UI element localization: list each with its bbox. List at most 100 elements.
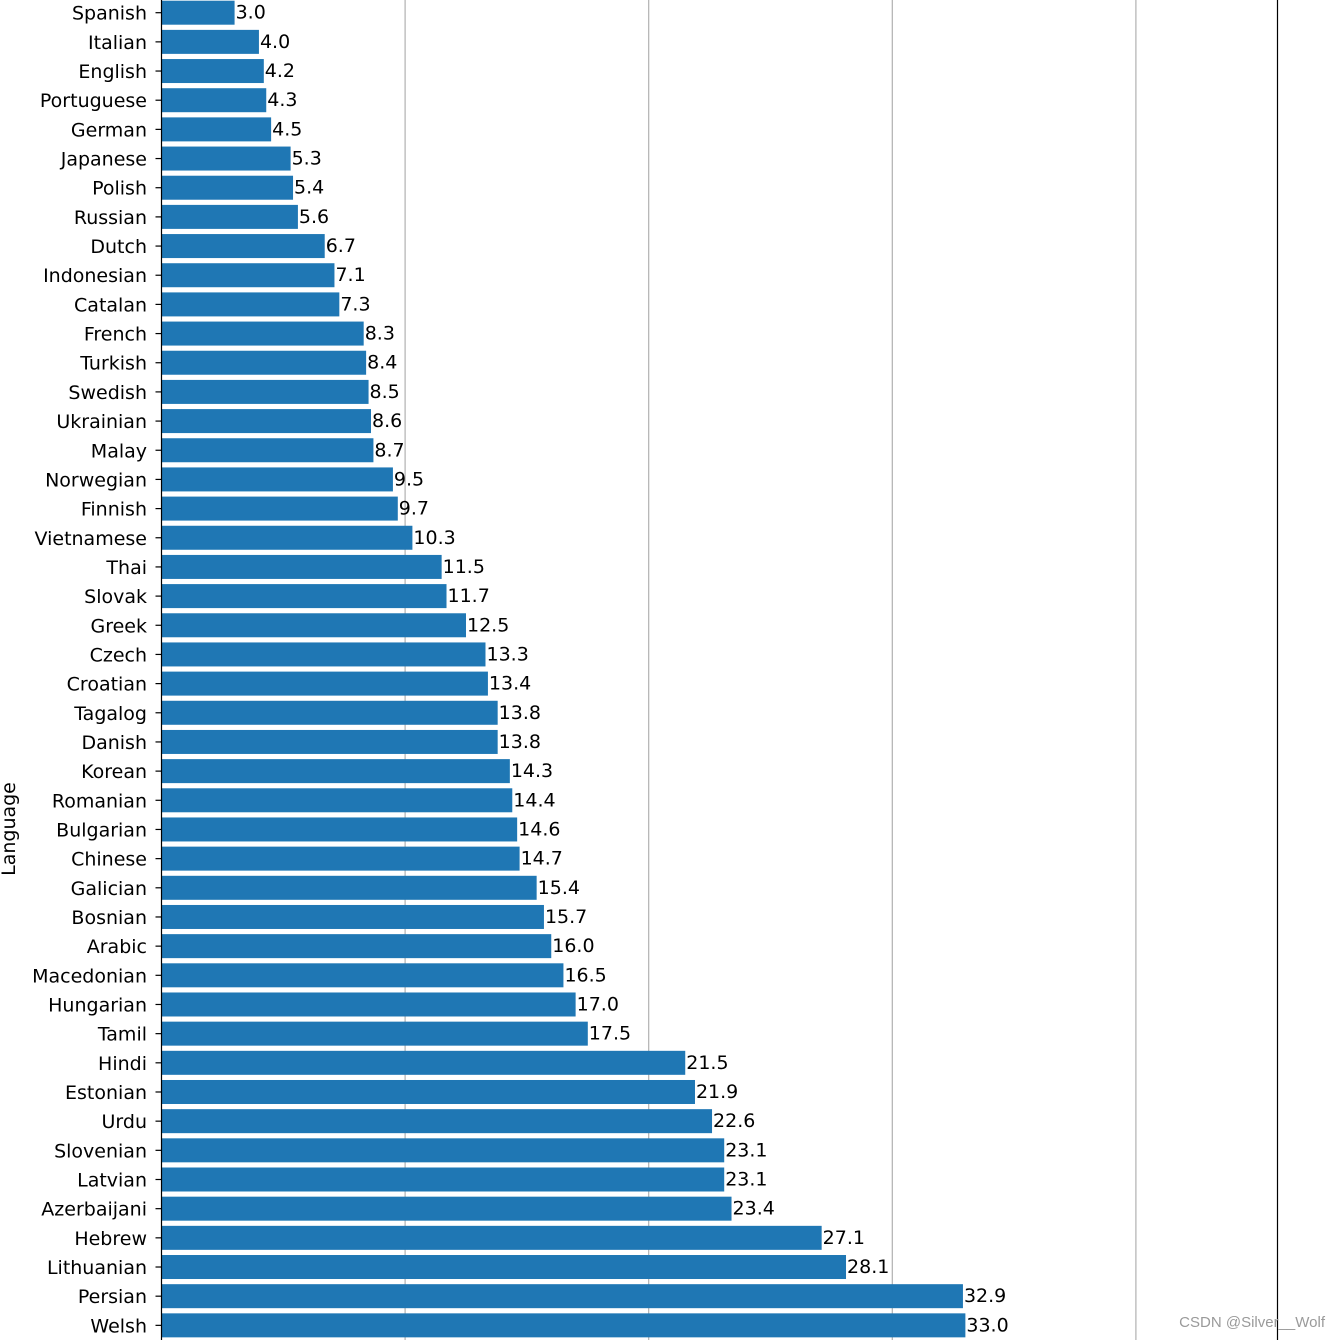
bar-persian	[161, 1284, 963, 1309]
bar-hindi	[161, 1050, 686, 1075]
bar-norwegian	[161, 467, 393, 492]
value-label-vietnamese: 10.3	[413, 527, 455, 549]
category-label-greek: Greek	[91, 615, 148, 637]
watermark: CSDN @Silver__Wolf	[1179, 1314, 1326, 1331]
value-label-korean: 14.3	[511, 760, 553, 782]
category-label-malay: Malay	[91, 440, 147, 462]
value-label-romanian: 14.4	[513, 789, 555, 811]
category-label-thai: Thai	[105, 557, 147, 579]
bar-ukrainian	[161, 409, 371, 434]
category-label-hungarian: Hungarian	[48, 994, 147, 1016]
bar-german	[161, 117, 272, 142]
bar-tamil	[161, 1021, 588, 1046]
bar-polish	[161, 175, 294, 200]
value-label-finnish: 9.7	[399, 498, 429, 520]
bar-slovak	[161, 584, 447, 609]
bar-slovenian	[161, 1138, 725, 1163]
value-label-malay: 8.7	[374, 439, 404, 461]
value-label-ukrainian: 8.6	[372, 410, 402, 432]
category-labels: Spanish Italian English Portuguese German Jap…	[32, 3, 147, 1338]
category-label-azerbaijani: Azerbaijani	[41, 1199, 147, 1221]
axes	[160, 0, 1279, 1340]
value-label-french: 8.3	[365, 323, 395, 345]
bar-arabic	[161, 934, 552, 959]
bar-galician	[161, 875, 537, 900]
value-label-spanish: 3.0	[236, 2, 266, 24]
value-label-slovenian: 23.1	[725, 1139, 767, 1161]
value-label-thai: 11.5	[443, 556, 485, 578]
value-label-dutch: 6.7	[326, 235, 356, 257]
bar-french	[161, 321, 364, 346]
bar-hungarian	[161, 992, 576, 1017]
category-label-russian: Russian	[74, 207, 147, 229]
value-label-norwegian: 9.5	[394, 468, 424, 490]
value-label-greek: 12.5	[467, 614, 509, 636]
category-label-hindi: Hindi	[98, 1053, 147, 1075]
category-label-latvian: Latvian	[77, 1170, 147, 1192]
value-label-persian: 32.9	[964, 1285, 1006, 1307]
category-label-slovak: Slovak	[84, 586, 147, 608]
category-label-turkish: Turkish	[79, 353, 147, 375]
category-label-tagalog: Tagalog	[73, 703, 147, 725]
category-label-portuguese: Portuguese	[40, 90, 147, 112]
category-label-polish: Polish	[92, 178, 147, 200]
bar-finnish	[161, 496, 398, 521]
category-label-urdu: Urdu	[102, 1111, 148, 1133]
bar-spanish	[161, 0, 235, 25]
value-label-swedish: 8.5	[370, 381, 400, 403]
bar-azerbaijani	[161, 1196, 732, 1221]
category-label-vietnamese: Vietnamese	[35, 528, 147, 550]
category-label-korean: Korean	[81, 761, 147, 783]
category-label-czech: Czech	[90, 644, 147, 666]
value-label-japanese: 5.3	[292, 148, 322, 170]
category-label-spanish: Spanish	[72, 3, 147, 25]
bar-swedish	[161, 379, 369, 404]
category-label-lithuanian: Lithuanian	[47, 1257, 147, 1279]
value-label-estonian: 21.9	[696, 1081, 738, 1103]
value-label-italian: 4.0	[260, 31, 290, 53]
bar-bosnian	[161, 904, 544, 929]
category-label-croatian: Croatian	[67, 674, 147, 696]
category-label-french: French	[84, 324, 147, 346]
category-label-italian: Italian	[88, 32, 147, 54]
bar-catalan	[161, 292, 340, 317]
category-label-macedonian: Macedonian	[32, 965, 147, 987]
bar-vietnamese	[161, 525, 413, 550]
category-label-indonesian: Indonesian	[43, 265, 147, 287]
value-label-bosnian: 15.7	[545, 906, 587, 928]
category-label-catalan: Catalan	[74, 294, 147, 316]
bar-portuguese	[161, 88, 267, 113]
value-label-macedonian: 16.5	[564, 964, 606, 986]
category-label-norwegian: Norwegian	[45, 469, 147, 491]
value-label-azerbaijani: 23.4	[733, 1198, 775, 1220]
category-label-bulgarian: Bulgarian	[56, 819, 147, 841]
value-label-tagalog: 13.8	[499, 702, 541, 724]
value-label-english: 4.2	[265, 60, 295, 82]
bars	[161, 0, 966, 1338]
category-label-welsh: Welsh	[90, 1315, 147, 1337]
value-label-turkish: 8.4	[367, 352, 397, 374]
bar-urdu	[161, 1109, 713, 1134]
bar-turkish	[161, 350, 367, 375]
category-label-english: English	[78, 61, 147, 83]
value-label-czech: 13.3	[486, 643, 528, 665]
value-label-hebrew: 27.1	[823, 1227, 865, 1249]
value-label-hungarian: 17.0	[577, 993, 619, 1015]
bar-italian	[161, 29, 259, 54]
value-label-indonesian: 7.1	[335, 264, 365, 286]
category-label-hebrew: Hebrew	[74, 1228, 147, 1250]
value-label-german: 4.5	[272, 118, 302, 140]
y-ticks	[155, 12, 162, 1326]
category-label-estonian: Estonian	[65, 1082, 147, 1104]
category-label-arabic: Arabic	[87, 936, 147, 958]
bar-tagalog	[161, 700, 498, 725]
bar-dutch	[161, 234, 325, 259]
category-label-japanese: Japanese	[60, 149, 147, 171]
value-label-hindi: 21.5	[686, 1052, 728, 1074]
bar-lithuanian	[161, 1255, 847, 1280]
category-label-tamil: Tamil	[97, 1024, 147, 1046]
bar-latvian	[161, 1167, 725, 1192]
value-label-slovak: 11.7	[448, 585, 490, 607]
category-label-ukrainian: Ukrainian	[56, 411, 147, 433]
